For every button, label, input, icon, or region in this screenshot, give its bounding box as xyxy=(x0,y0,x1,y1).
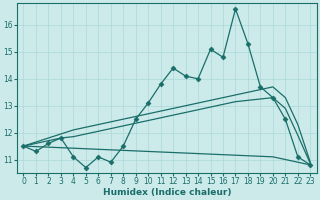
X-axis label: Humidex (Indice chaleur): Humidex (Indice chaleur) xyxy=(103,188,231,197)
